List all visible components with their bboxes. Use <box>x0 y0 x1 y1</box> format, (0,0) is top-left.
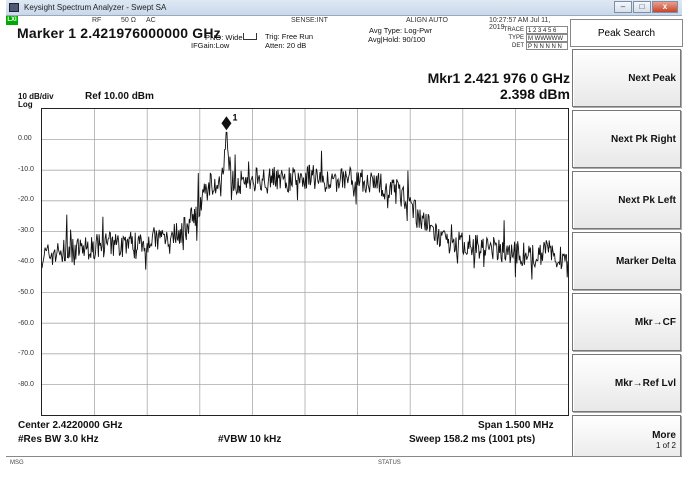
pno-setting: PNO: Wide <box>205 33 243 42</box>
y-tick-label: -30.0 <box>18 227 34 235</box>
type-label: TYPE <box>508 35 524 41</box>
align-indicator: ALIGN AUTO <box>406 17 448 24</box>
vbw: #VBW 10 kHz <box>218 434 282 445</box>
mkr-to-ref-lvl-button[interactable]: Mkr→Ref Lvl <box>572 354 681 412</box>
span: Span 1.500 MHz <box>478 420 554 431</box>
marker-readout-frequency: Mkr1 2.421 976 0 GHz <box>427 70 570 86</box>
det-label: DET <box>512 43 524 49</box>
status-label: STATUS <box>378 460 401 466</box>
sweep-time: Sweep 158.2 ms (1001 pts) <box>409 434 536 445</box>
more-label: More <box>652 430 676 441</box>
marker-delta-button[interactable]: Marker Delta <box>572 232 681 290</box>
marker-1-label: 1 <box>232 112 237 122</box>
next-pk-right-button[interactable]: Next Pk Right <box>572 110 681 168</box>
marker-delta-label: Marker Delta <box>615 255 676 267</box>
spectrum-plot[interactable]: 1 <box>41 108 569 416</box>
trace-values: 1 2 3 4 5 6 M WWWWW P N N N N N <box>526 26 568 50</box>
y-tick-label: -50.0 <box>18 288 34 296</box>
y-tick-label: -60.0 <box>18 319 34 327</box>
status-row: LXI RF 50 Ω AC SENSE:INT ALIGN AUTO 10:2… <box>6 16 567 31</box>
res-bw: #Res BW 3.0 kHz <box>18 434 99 445</box>
trace-label: TRACE <box>503 27 524 33</box>
title-bar: Keysight Spectrum Analyzer - Swept SA – … <box>6 0 682 16</box>
msg-label: MSG <box>10 460 24 466</box>
more-page-indicator: 1 of 2 <box>655 441 676 450</box>
spectrum-svg: 1 <box>41 109 569 415</box>
atten-setting: Atten: 20 dB <box>265 41 307 50</box>
trace-numbers: 1 2 3 4 5 6 <box>526 26 568 34</box>
next-pk-left-label: Next Pk Left <box>618 194 676 206</box>
y-tick-label: -70.0 <box>18 350 34 358</box>
marker-1-diamond[interactable] <box>221 116 232 131</box>
marker-readout-amplitude: 2.398 dBm <box>499 86 570 102</box>
trigger-setting: Trig: Free Run <box>265 32 314 41</box>
softkey-panel: Peak Search Next Peak Next Pk Right Next… <box>570 19 683 465</box>
lxi-icon: LXI <box>6 16 18 25</box>
window-controls: – □ x <box>614 1 678 14</box>
close-button[interactable]: x <box>652 1 678 13</box>
center-frequency: Center 2.4220000 GHz <box>18 420 123 431</box>
ifgain-setting: IFGain:Low <box>191 41 230 50</box>
next-pk-left-button[interactable]: Next Pk Left <box>572 171 681 229</box>
scale-log: Log <box>18 100 33 109</box>
marker-readout: Mkr1 2.421 976 0 GHz 2.398 dBm <box>395 70 570 102</box>
y-tick-label: 0.00 <box>18 134 32 142</box>
sense-indicator: SENSE:INT <box>291 17 328 24</box>
message-bar: MSG STATUS <box>6 456 682 499</box>
spectrum-trace <box>41 131 569 280</box>
marker-frequency-title[interactable]: Marker 1 2.421976000000 GHz <box>17 25 221 41</box>
coupling-indicator: AC <box>146 17 156 24</box>
y-tick-label: -80.0 <box>18 381 34 389</box>
avg-hold: Avg|Hold: 90/100 <box>368 35 426 44</box>
pno-box-icon <box>243 33 257 40</box>
next-pk-right-label: Next Pk Right <box>610 133 676 145</box>
y-tick-label: -20.0 <box>18 196 34 204</box>
maximize-button[interactable]: □ <box>633 1 651 13</box>
scale-per-div: 10 dB/div <box>18 92 54 101</box>
datetime: 10:27:57 AM Jul 11, 2019 <box>489 17 551 31</box>
trace-labels: TRACE TYPE DET <box>482 26 524 50</box>
more-label-group: More 1 of 2 <box>652 430 676 450</box>
mkr-to-cf-button[interactable]: Mkr→CF <box>572 293 681 351</box>
avg-type: Avg Type: Log-Pwr <box>369 26 433 35</box>
trace-types: M WWWWW <box>526 34 568 42</box>
reference-level: Ref 10.00 dBm <box>85 91 154 102</box>
trace-detectors: P N N N N N <box>526 42 568 50</box>
y-tick-label: -10.0 <box>18 165 34 173</box>
next-peak-button[interactable]: Next Peak <box>572 49 681 107</box>
y-tick-label: -40.0 <box>18 258 34 265</box>
next-peak-label: Next Peak <box>628 72 676 84</box>
minimize-button[interactable]: – <box>614 1 632 13</box>
app-icon <box>9 3 19 12</box>
rf-indicator: RF <box>92 17 102 24</box>
mkr-to-ref-lvl-label: Mkr→Ref Lvl <box>614 377 676 389</box>
mkr-to-cf-label: Mkr→CF <box>634 316 676 328</box>
window-title: Keysight Spectrum Analyzer - Swept SA <box>24 3 167 12</box>
impedance-indicator: 50 Ω <box>121 17 136 24</box>
softkey-menu-title: Peak Search <box>570 19 683 47</box>
